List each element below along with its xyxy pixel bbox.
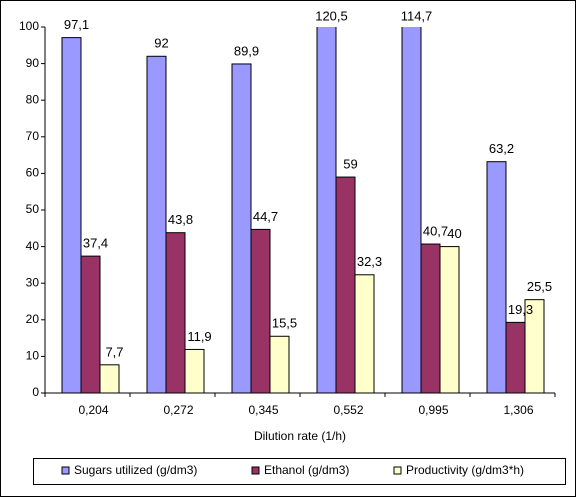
bar	[486, 161, 507, 394]
data-label: 97,1	[64, 17, 89, 32]
bar	[316, 27, 337, 394]
legend-label: Sugars utilized (g/dm3)	[74, 463, 197, 477]
bar	[99, 364, 120, 394]
x-axis-label: Dilution rate (1/h)	[254, 429, 346, 443]
bar	[231, 63, 252, 394]
data-label: 120,5	[315, 8, 348, 23]
legend-swatch	[61, 466, 70, 475]
x-tick-label: 0,204	[78, 403, 108, 417]
bar	[165, 232, 186, 394]
y-tick-label: 0	[32, 385, 39, 399]
data-label: 7,7	[105, 344, 123, 359]
bar	[420, 243, 441, 394]
legend-swatch	[251, 466, 260, 475]
x-tick-label: 0,345	[248, 403, 278, 417]
bar	[354, 274, 375, 394]
bar	[250, 228, 271, 394]
data-label: 32,3	[357, 254, 382, 269]
y-tick-label: 50	[26, 202, 40, 216]
data-label: 89,9	[234, 43, 259, 58]
legend-swatch	[393, 466, 402, 475]
legend-label: Ethanol (g/dm3)	[264, 463, 349, 477]
bar	[401, 27, 422, 394]
legend-label: Productivity (g/dm3*h)	[406, 463, 524, 477]
data-label: 63,2	[489, 141, 514, 156]
bar	[184, 348, 205, 394]
bar	[146, 55, 167, 394]
data-label: 40,7	[423, 223, 448, 238]
y-tick-label: 70	[26, 129, 40, 143]
y-tick-label: 60	[26, 166, 40, 180]
data-label: 37,4	[83, 236, 108, 251]
x-tick-label: 0,995	[418, 403, 448, 417]
bar	[335, 176, 356, 394]
y-tick-label: 90	[26, 56, 40, 70]
data-label: 44,7	[253, 209, 278, 224]
data-label: 114,7	[401, 8, 433, 23]
x-tick-label: 1,306	[503, 403, 533, 417]
data-label: 40	[447, 226, 461, 241]
data-label: 43,8	[168, 212, 193, 227]
data-label: 59	[343, 156, 357, 171]
plot-area	[61, 27, 545, 394]
legend	[33, 458, 566, 485]
y-tick-label: 20	[26, 312, 40, 326]
data-label: 15,5	[272, 316, 297, 331]
bar	[80, 255, 101, 394]
data-label: 11,9	[187, 329, 211, 344]
x-tick-label: 0,552	[333, 403, 363, 417]
y-tick-label: 80	[26, 92, 40, 106]
y-tick-label: 40	[26, 239, 40, 253]
bar	[61, 37, 82, 394]
data-label: 25,5	[527, 279, 552, 294]
data-label: 19,3	[508, 302, 533, 317]
y-tick-label: 30	[26, 275, 40, 289]
y-tick-label: 10	[26, 349, 40, 363]
bar	[439, 246, 460, 394]
x-tick-label: 0,272	[163, 403, 193, 417]
y-tick-label: 100	[19, 19, 39, 33]
bar	[505, 321, 526, 394]
data-label: 92	[154, 36, 168, 51]
bar	[269, 335, 290, 394]
